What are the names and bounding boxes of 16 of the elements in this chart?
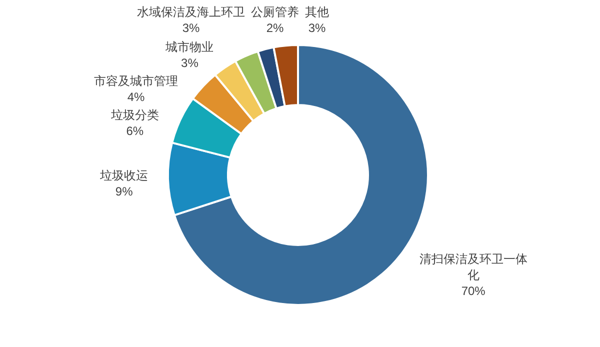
data-label: 4% [127,90,146,104]
slice-label: 清扫保洁及环卫一体化 [419,252,528,282]
data-label: 9% [115,184,134,199]
slice-label: 其他 [305,5,330,19]
data-label: 3% [182,21,200,35]
slice-label: 城市物业 [164,40,214,54]
data-label: 3% [181,56,199,70]
slice-label: 公厕管养 [251,5,300,19]
data-label: 3% [308,21,326,35]
data-label: 6% [126,124,144,138]
slice-label: 水域保洁及海上环卫 [137,5,246,19]
data-label: 2% [266,21,284,35]
slice-label: 垃圾收运 [99,168,148,183]
slice-label: 垃圾分类 [110,108,159,122]
slice-label: 市容及城市管理 [94,74,178,88]
data-label: 70% [461,284,486,298]
